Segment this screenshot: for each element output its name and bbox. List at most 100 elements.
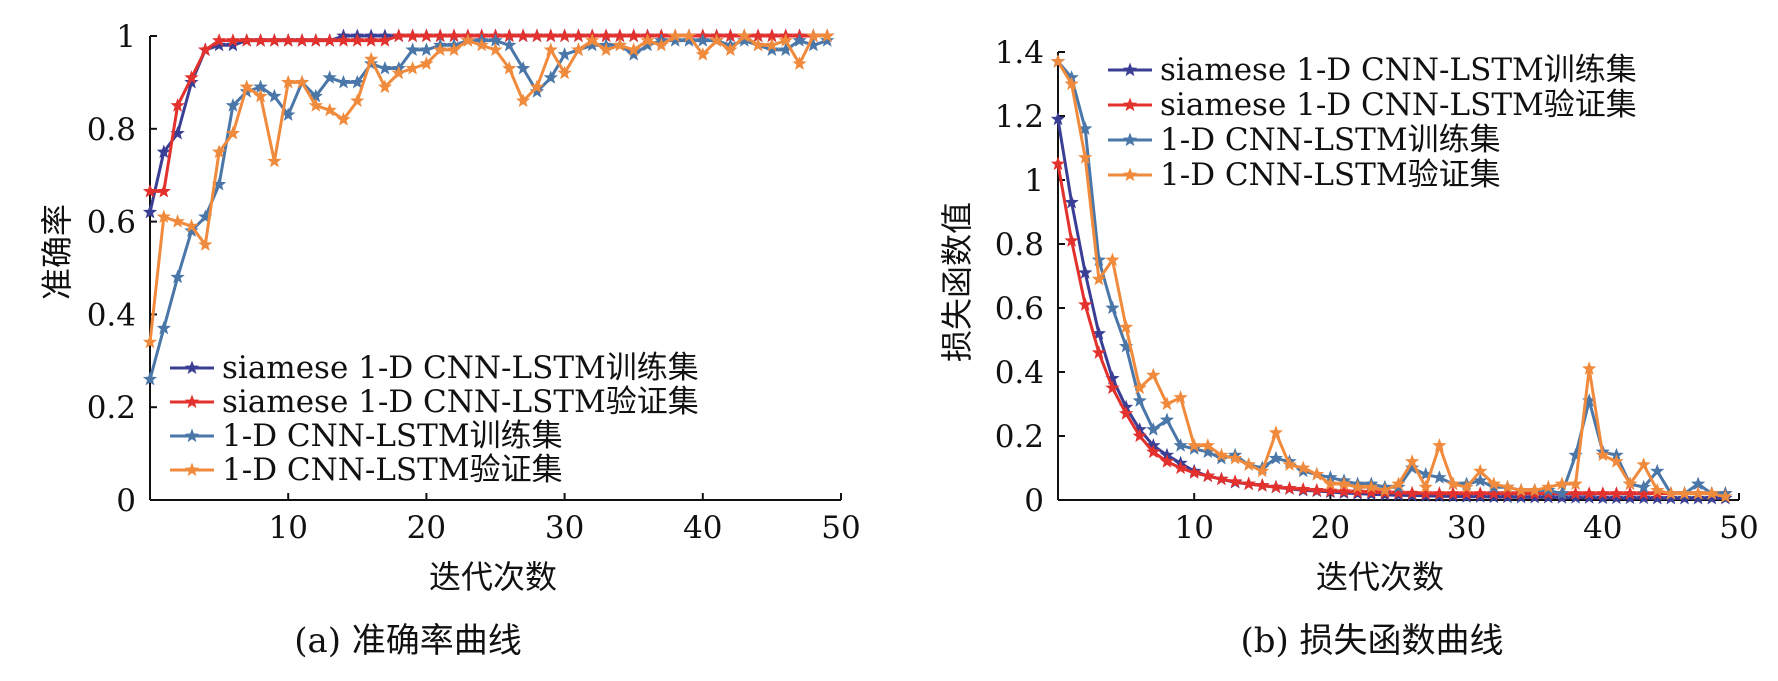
accuracy-series-siamese-val bbox=[142, 28, 835, 198]
loss-data-point bbox=[1486, 486, 1501, 500]
accuracy-data-point bbox=[377, 61, 393, 75]
accuracy-data-point bbox=[433, 42, 448, 56]
accuracy-data-point bbox=[419, 42, 434, 56]
loss-data-point bbox=[1445, 476, 1461, 491]
accuracy-legend-marker bbox=[184, 360, 200, 375]
loss-data-point bbox=[1241, 457, 1256, 471]
loss-data-point bbox=[1554, 486, 1570, 500]
accuracy-data-point bbox=[557, 47, 572, 61]
loss-data-point bbox=[1078, 265, 1093, 279]
accuracy-data-point bbox=[170, 269, 185, 284]
accuracy-data-point bbox=[419, 56, 434, 70]
loss-data-point bbox=[1622, 490, 1638, 505]
loss-data-point bbox=[1391, 476, 1406, 491]
loss-data-point bbox=[1636, 457, 1651, 471]
accuracy-data-point bbox=[806, 28, 821, 43]
loss-data-point bbox=[1568, 476, 1583, 491]
loss-data-point bbox=[1078, 150, 1093, 164]
accuracy-data-point bbox=[364, 33, 379, 47]
loss-legend-label: siamese 1-D CNN-LSTM训练集 bbox=[1160, 52, 1637, 88]
accuracy-data-point bbox=[571, 28, 586, 43]
accuracy-data-point bbox=[612, 37, 627, 52]
loss-data-point bbox=[1119, 338, 1134, 353]
loss-data-point bbox=[1704, 486, 1719, 500]
loss-series-siamese-val bbox=[1050, 156, 1733, 500]
loss-data-point bbox=[1323, 476, 1338, 491]
loss-data-point bbox=[1432, 470, 1447, 484]
accuracy-data-point bbox=[308, 98, 323, 112]
accuracy-legend-marker bbox=[184, 394, 200, 409]
loss-data-point bbox=[1282, 457, 1297, 471]
accuracy-legend-label: 1-D CNN-LSTM训练集 bbox=[222, 418, 563, 454]
loss-x-tick-label: 40 bbox=[1583, 510, 1622, 546]
loss-legend-label: 1-D CNN-LSTM验证集 bbox=[1160, 157, 1501, 193]
loss-data-point bbox=[1636, 490, 1651, 505]
loss-data-point bbox=[1405, 460, 1420, 475]
loss-data-point bbox=[1173, 438, 1188, 452]
accuracy-data-point bbox=[267, 153, 282, 168]
loss-data-point bbox=[1227, 474, 1243, 488]
accuracy-data-point bbox=[184, 223, 199, 237]
loss-data-point bbox=[1350, 484, 1365, 499]
accuracy-data-point bbox=[750, 37, 766, 52]
accuracy-data-point bbox=[502, 61, 517, 75]
accuracy-legend-marker bbox=[184, 462, 200, 477]
accuracy-data-point bbox=[626, 42, 641, 56]
loss-data-point bbox=[1336, 476, 1352, 491]
accuracy-legend-item: siamese 1-D CNN-LSTM训练集 bbox=[170, 350, 699, 386]
accuracy-data-point bbox=[516, 28, 531, 43]
accuracy-data-point bbox=[184, 218, 199, 233]
accuracy-data-point bbox=[405, 42, 420, 56]
accuracy-data-point bbox=[695, 47, 710, 61]
accuracy-data-point bbox=[668, 28, 683, 43]
accuracy-data-point bbox=[723, 42, 738, 56]
loss-data-point bbox=[1609, 490, 1624, 505]
loss-data-point bbox=[1582, 486, 1597, 500]
accuracy-data-point bbox=[695, 33, 710, 47]
loss-data-point bbox=[1078, 121, 1093, 135]
loss-data-point bbox=[1146, 367, 1161, 382]
loss-caption: (b) 损失函数曲线 bbox=[1240, 621, 1503, 661]
accuracy-data-point bbox=[460, 33, 475, 47]
loss-data-point bbox=[1091, 345, 1106, 359]
accuracy-data-point bbox=[764, 37, 779, 52]
accuracy-data-point bbox=[336, 33, 351, 47]
accuracy-series-line bbox=[148, 34, 828, 213]
accuracy-legend-item: siamese 1-D CNN-LSTM验证集 bbox=[170, 384, 699, 420]
loss-y-tick-label: 0.6 bbox=[995, 291, 1044, 327]
accuracy-data-point bbox=[723, 28, 738, 43]
loss-data-point bbox=[1609, 486, 1624, 500]
loss-legend-marker bbox=[1122, 167, 1138, 182]
loss-data-point bbox=[1568, 447, 1583, 462]
accuracy-data-point bbox=[294, 74, 310, 89]
accuracy-legend-label: 1-D CNN-LSTM验证集 bbox=[222, 452, 563, 488]
accuracy-series-cnn-val bbox=[142, 28, 835, 349]
accuracy-data-point bbox=[142, 183, 158, 198]
accuracy-y-tick-label: 0.6 bbox=[87, 205, 136, 241]
accuracy-data-point bbox=[253, 33, 268, 47]
accuracy-data-point bbox=[336, 112, 351, 126]
loss-x-tick-label: 10 bbox=[1174, 510, 1213, 546]
loss-data-point bbox=[1282, 481, 1297, 495]
accuracy-data-point bbox=[488, 42, 503, 56]
accuracy-x-tick-label: 30 bbox=[545, 510, 584, 546]
accuracy-data-point bbox=[294, 33, 310, 47]
accuracy-data-point bbox=[474, 37, 489, 52]
loss-data-point bbox=[1582, 393, 1597, 407]
accuracy-data-point bbox=[170, 125, 185, 140]
loss-data-point bbox=[1677, 490, 1692, 505]
loss-axes: 0 0.2 0.4 0.6 0.8 1 1.2 1.4 10 20 30 40 50 bbox=[995, 35, 1759, 546]
loss-data-point bbox=[1187, 465, 1202, 479]
loss-x-tick-label: 20 bbox=[1311, 510, 1350, 546]
loss-data-point bbox=[1078, 297, 1093, 311]
accuracy-series-line bbox=[148, 34, 828, 343]
loss-data-point bbox=[1418, 486, 1433, 500]
loss-y-tick-label: 0 bbox=[1024, 483, 1044, 519]
loss-legend-item: siamese 1-D CNN-LSTM训练集 bbox=[1108, 52, 1637, 88]
loss-data-point bbox=[1582, 490, 1597, 504]
accuracy-data-point bbox=[212, 177, 227, 191]
loss-data-point bbox=[1200, 468, 1215, 483]
loss-data-point bbox=[1663, 486, 1678, 500]
loss-data-point bbox=[1691, 490, 1706, 505]
